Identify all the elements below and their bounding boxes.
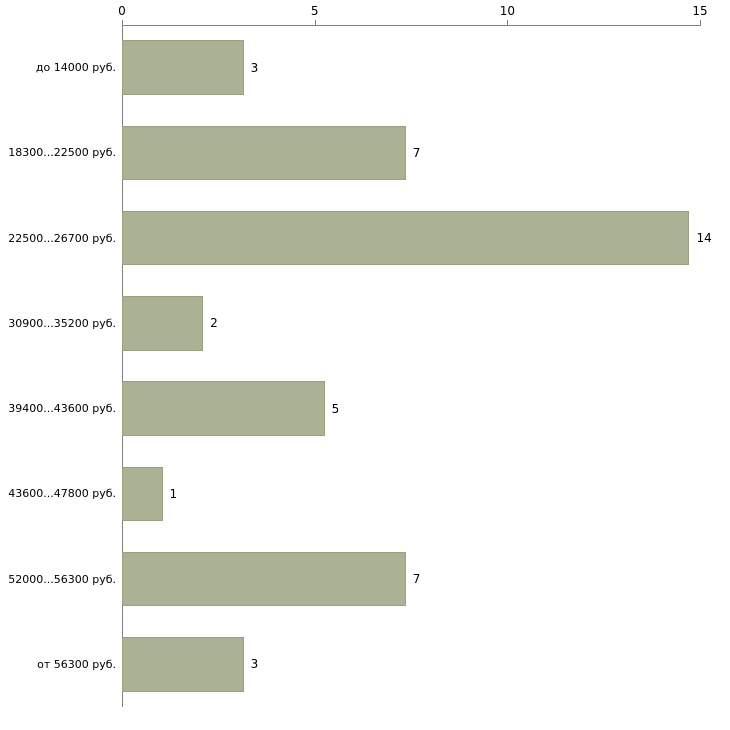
bar-value-label: 7 [412,572,421,587]
bar-value-label: 1 [169,486,178,501]
chart-row: 22500...26700 руб. 14 [0,196,730,281]
bar-value-label: 7 [412,145,421,160]
category-label: 22500...26700 руб. [8,231,116,245]
category-label: 39400...43600 руб. [8,402,116,416]
bar-track: 1 [122,451,730,536]
bar [122,40,244,95]
category-label: 43600...47800 руб. [8,487,116,501]
bar-value-label: 5 [331,401,340,416]
tick-label: 15 [692,4,708,18]
tick-mark [122,20,123,25]
chart-row: до 14000 руб. 3 [0,25,730,110]
bar-value-label: 2 [210,316,218,331]
bar-track: 14 [122,196,730,281]
chart-row: 18300...22500 руб. 7 [0,110,730,195]
bar-track: 7 [122,537,730,622]
chart-row: от 56300 руб. 3 [0,622,730,707]
category-label: 18300...22500 руб. [8,146,116,160]
category-label: 30900...35200 руб. [8,316,116,330]
category-label: 52000...56300 руб. [8,572,116,586]
bar-track: 5 [122,366,730,451]
bar [122,637,244,692]
tick-label: 10 [499,4,515,18]
bar [122,125,406,181]
chart-rows: до 14000 руб. 3 18300...22500 руб. 7 22500..… [0,25,730,707]
tick-mark [507,20,509,25]
bar [122,381,325,436]
bar [122,210,690,266]
chart-row: 30900...35200 руб. 2 [0,281,730,366]
bar-value-label: 14 [696,231,712,246]
tick-mark [700,20,701,25]
y-axis-line [122,25,123,707]
chart-row: 39400...43600 руб. 5 [0,366,730,451]
bar-track: 3 [122,622,730,707]
chart-row: 43600...47800 руб. 1 [0,451,730,536]
x-axis-ticks: 0 5 10 15 [118,0,708,25]
bar [122,296,204,351]
tick-label: 5 [310,4,319,18]
bar-track: 7 [122,110,730,195]
bar-value-label: 3 [250,657,259,672]
bar-value-label: 3 [250,60,259,75]
chart-row: 52000...56300 руб. 7 [0,537,730,622]
category-label: от 56300 руб. [37,657,116,671]
bar-track: 2 [122,281,730,366]
tick-mark [314,20,316,25]
category-label: до 14000 руб. [35,61,116,75]
bar [122,551,406,607]
tick-label: 0 [118,4,126,18]
bar-track: 3 [122,25,730,110]
bar [122,466,163,522]
x-axis-line [122,25,701,26]
